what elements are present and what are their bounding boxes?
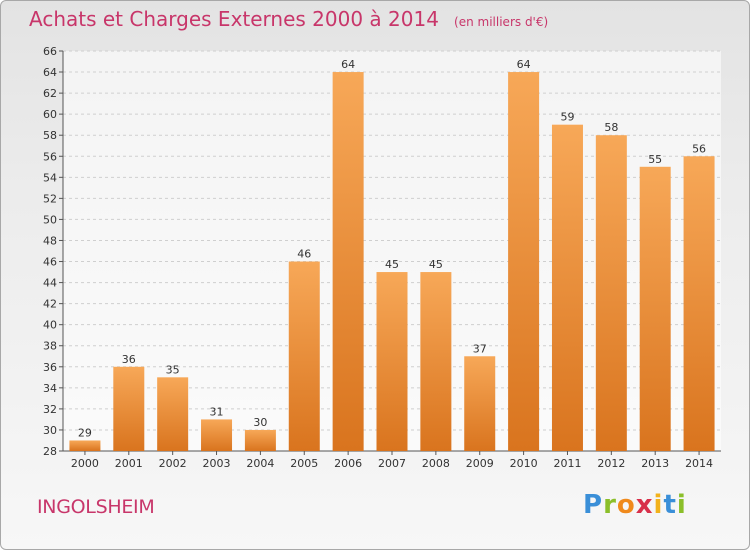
y-tick-label: 44 <box>43 277 57 290</box>
x-tick-label: 2014 <box>685 457 713 470</box>
logo-letter: r <box>603 490 617 520</box>
y-tick-label: 36 <box>43 361 57 374</box>
bar <box>595 135 627 452</box>
bar <box>376 272 408 451</box>
x-tick-label: 2000 <box>71 457 99 470</box>
y-tick-label: 38 <box>43 340 57 353</box>
data-label: 45 <box>429 258 443 271</box>
bar <box>69 440 101 451</box>
data-label: 55 <box>648 153 662 166</box>
logo-letter: t <box>663 490 677 520</box>
logo-letter: x <box>635 490 654 520</box>
data-label: 29 <box>78 426 92 439</box>
data-label: 56 <box>692 142 706 155</box>
bar <box>639 166 671 451</box>
x-tick-label: 2013 <box>641 457 669 470</box>
data-label: 30 <box>253 416 267 429</box>
bar <box>420 272 452 451</box>
data-label: 64 <box>341 58 355 71</box>
bar <box>201 419 233 451</box>
proxiti-logo: Proxiti <box>583 490 687 520</box>
data-label: 59 <box>560 111 574 124</box>
chart-title: Achats et Charges Externes 2000 à 2014 <box>29 7 439 31</box>
x-tick-label: 2006 <box>334 457 362 470</box>
data-label: 46 <box>297 248 311 261</box>
y-tick-label: 46 <box>43 256 57 269</box>
bar <box>551 124 583 452</box>
y-tick-label: 50 <box>43 213 57 226</box>
y-tick-label: 28 <box>43 445 57 458</box>
commune-name: INGOLSHEIM <box>37 496 155 518</box>
bar <box>508 72 540 451</box>
chart-unit: (en milliers d'€) <box>454 15 549 29</box>
x-tick-label: 2010 <box>510 457 538 470</box>
y-tick-label: 64 <box>43 66 57 79</box>
logo-letter: P <box>583 490 604 520</box>
bar <box>288 261 320 451</box>
y-tick-label: 62 <box>43 87 57 100</box>
title-row: Achats et Charges Externes 2000 à 2014 (… <box>29 7 548 31</box>
x-tick-label: 2009 <box>466 457 494 470</box>
bar <box>332 72 364 451</box>
x-tick-label: 2007 <box>378 457 406 470</box>
y-tick-label: 52 <box>43 192 57 205</box>
y-tick-label: 32 <box>43 403 57 416</box>
x-tick-label: 2011 <box>553 457 581 470</box>
data-label: 37 <box>473 342 487 355</box>
y-tick-label: 30 <box>43 424 57 437</box>
x-tick-label: 2003 <box>203 457 231 470</box>
x-tick-label: 2005 <box>290 457 318 470</box>
bar <box>464 356 496 451</box>
data-label: 35 <box>166 363 180 376</box>
data-label: 36 <box>122 353 136 366</box>
x-tick-label: 2002 <box>159 457 187 470</box>
bar <box>244 429 276 451</box>
y-tick-label: 58 <box>43 129 57 142</box>
logo-letter: i <box>653 490 664 520</box>
bar <box>113 366 145 451</box>
x-tick-label: 2008 <box>422 457 450 470</box>
bar <box>683 156 715 451</box>
data-label: 31 <box>210 405 224 418</box>
y-tick-label: 66 <box>43 45 57 58</box>
y-tick-label: 40 <box>43 319 57 332</box>
x-tick-label: 2012 <box>597 457 625 470</box>
y-tick-label: 42 <box>43 298 57 311</box>
y-tick-label: 34 <box>43 382 57 395</box>
y-tick-label: 60 <box>43 108 57 121</box>
x-tick-label: 2004 <box>246 457 274 470</box>
y-tick-label: 54 <box>43 171 57 184</box>
bar <box>157 377 189 451</box>
data-label: 45 <box>385 258 399 271</box>
y-tick-label: 56 <box>43 150 57 163</box>
data-label: 58 <box>604 121 618 134</box>
logo-letter: i <box>676 490 687 520</box>
data-label: 64 <box>517 58 531 71</box>
x-tick-label: 2001 <box>115 457 143 470</box>
y-tick-label: 48 <box>43 234 57 247</box>
logo-letter: o <box>616 490 636 520</box>
